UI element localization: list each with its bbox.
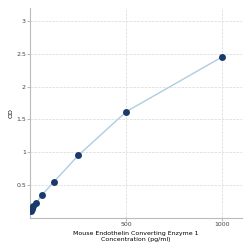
Point [31,204,35,208]
Point [220,55,224,59]
Point [124,110,128,114]
Point [76,154,80,158]
Y-axis label: OD: OD [8,108,13,118]
Point [52,180,56,184]
Point [40,193,44,197]
Point [34,201,38,205]
X-axis label: Mouse Endothelin Converting Enzyme 1
Concentration (pg/ml): Mouse Endothelin Converting Enzyme 1 Con… [73,231,199,242]
Point [29,209,33,213]
Point [30,207,34,211]
